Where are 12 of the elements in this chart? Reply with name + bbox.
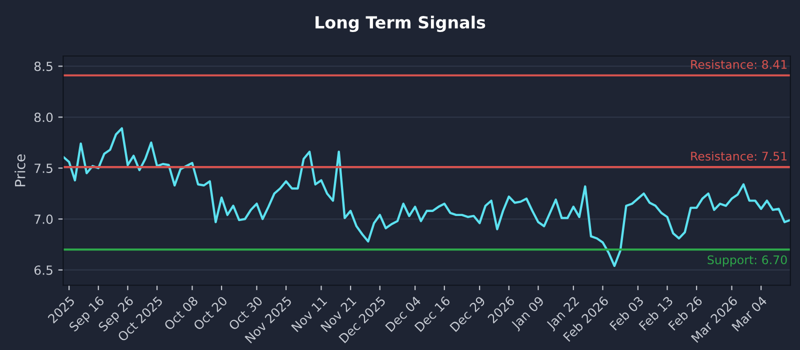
chart-title: Long Term Signals xyxy=(316,16,486,32)
y-tick-label: 8.5 xyxy=(34,62,52,72)
ref-line-label: Resistance: 8.41 xyxy=(691,60,787,69)
ref-line-label: Resistance: 7.51 xyxy=(691,151,787,161)
x-tick-label: Dec 29 xyxy=(449,296,486,332)
y-tick-label: 7.0 xyxy=(34,214,53,224)
ref-line-label: Support: 6.70 xyxy=(708,255,787,267)
y-tick-label: 8.0 xyxy=(34,112,53,122)
line-series xyxy=(63,127,790,267)
y-tick-label: 6.5 xyxy=(34,265,52,275)
y-tick-label: 7.5 xyxy=(34,164,52,174)
y-axis-title: Price xyxy=(14,154,26,186)
